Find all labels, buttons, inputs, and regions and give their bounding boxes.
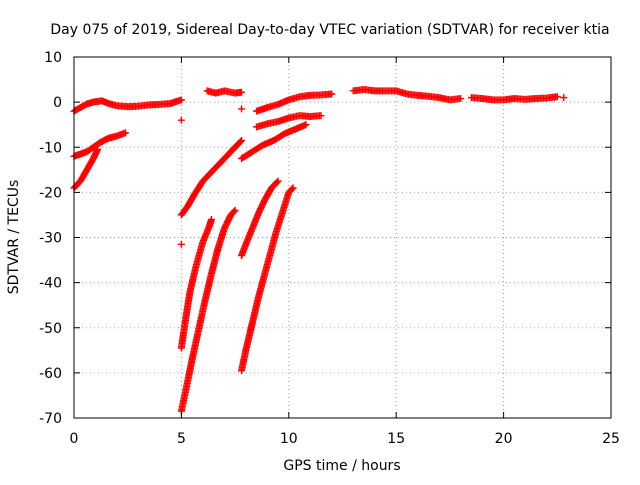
y-tick-label: 0 [53,95,62,111]
y-tick-label: 10 [44,50,62,66]
data-point [94,146,102,154]
axis-ticks [73,56,612,419]
data-point [207,215,215,223]
series-arc-16 [349,85,465,104]
series-arc-3 [70,146,102,192]
x-tick-labels: 0 5 10 15 20 25 [70,431,620,447]
series-arc-11 [238,177,282,260]
y-tick-label: -30 [39,231,62,247]
data-point [230,208,238,216]
series-arc-2 [70,129,130,160]
y-tick-labels: 10 0 -10 -20 -30 -40 -50 -60 -70 [39,50,62,427]
data-point [238,105,246,113]
data-point [288,185,296,193]
series-arc-18 [560,94,568,102]
data-point [274,177,282,185]
y-tick-label: -50 [39,321,62,337]
data-point [289,184,297,192]
x-tick-label: 10 [280,431,298,447]
data-point [177,116,185,124]
y-tick-label: -20 [39,185,62,201]
data-point [122,129,130,137]
data-point [560,94,568,102]
series-arc-17 [467,93,561,104]
series-arc-10 [238,105,246,113]
data-point [238,88,246,96]
data-point [177,240,185,248]
data-point [302,121,310,129]
grid [74,57,611,418]
y-tick-label: -70 [39,411,62,427]
x-axis-label: GPS time / hours [283,458,400,474]
series-arc-6 [177,136,246,219]
series-arc-4 [177,116,185,124]
series-arc-8 [177,206,239,415]
x-tick-label: 0 [70,431,79,447]
chart-title: Day 075 of 2019, Sidereal Day-to-day VTE… [50,22,609,38]
data-point [236,138,244,146]
x-tick-label: 25 [602,431,620,447]
series-arc-1 [70,96,185,115]
series-arc-15 [253,90,336,115]
y-tick-label: -60 [39,366,62,382]
data-points [70,85,568,415]
x-tick-label: 20 [495,431,513,447]
data-point [238,136,246,144]
x-tick-label: 15 [387,431,405,447]
data-point [177,96,185,104]
y-axis-label: SDTVAR / TECUs [6,180,22,295]
y-tick-label: -40 [39,276,62,292]
series-arc-14 [253,112,325,131]
series-arc-13 [238,121,310,163]
x-tick-label: 5 [177,431,186,447]
data-point [231,206,239,214]
series-arc-12 [238,184,297,375]
data-point [317,112,325,120]
series-arc-9 [203,87,246,97]
y-tick-label: -10 [39,140,62,156]
data-point [273,178,281,186]
data-point [457,95,465,103]
data-point [553,93,561,101]
series-arc-5 [177,240,185,248]
data-point [328,90,336,98]
series-arc-7 [177,215,215,352]
